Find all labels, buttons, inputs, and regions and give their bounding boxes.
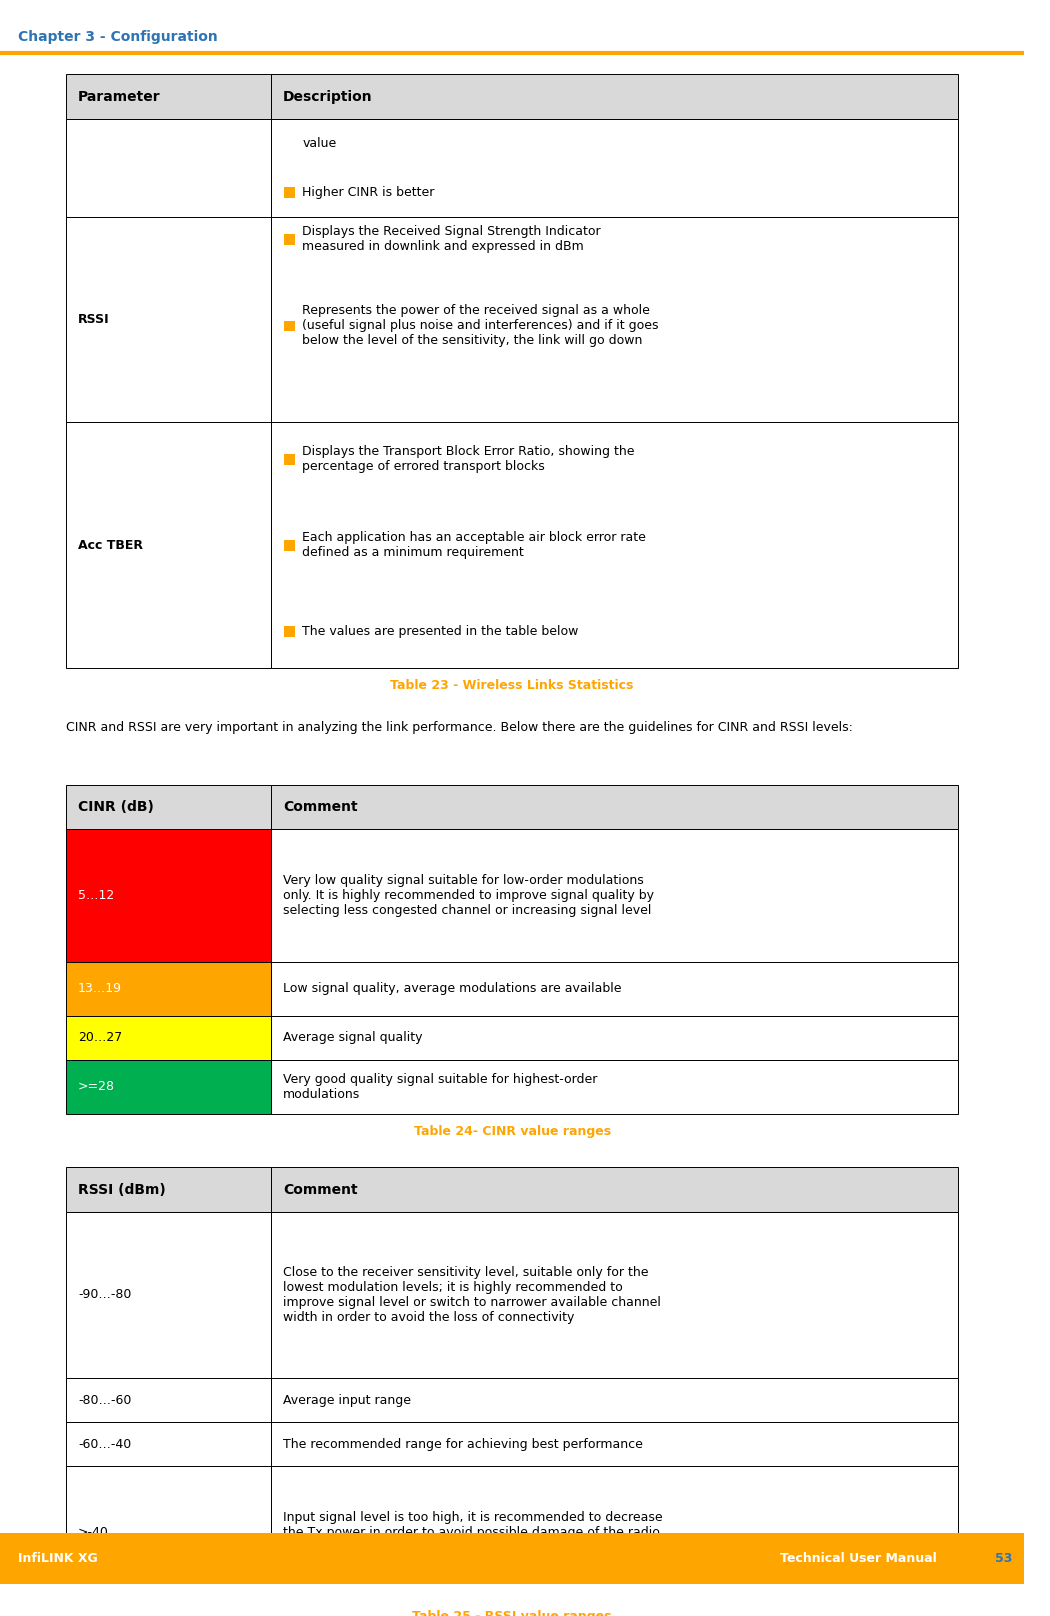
Text: RSSI (dBm): RSSI (dBm) [78,1183,166,1196]
Bar [66,74,271,118]
Text: Very low quality signal suitable for low-order modulations
only. It is highly re: Very low quality signal suitable for low… [282,874,654,916]
Bar [0,1534,1024,1584]
Bar [271,1060,958,1113]
Bar [66,1015,271,1060]
Text: Input signal level is too high, it is recommended to decrease
the Tx power in or: Input signal level is too high, it is re… [282,1511,663,1555]
Bar [66,1466,271,1598]
Bar [271,829,958,962]
Bar [66,785,271,829]
Bar [66,1422,271,1466]
Text: Table 24- CINR value ranges: Table 24- CINR value ranges [414,1125,611,1138]
Text: Average input range: Average input range [282,1393,411,1408]
Text: Parameter: Parameter [78,89,161,103]
Text: Table 23 - Wireless Links Statistics: Table 23 - Wireless Links Statistics [391,679,634,692]
Bar [66,422,271,667]
Text: 5…12: 5…12 [78,889,114,902]
Text: Average signal quality: Average signal quality [282,1031,422,1044]
Bar [66,118,271,217]
Bar [271,962,958,1015]
Text: -90…-80: -90…-80 [78,1288,131,1301]
Text: Represents the power of the received signal as a whole
(useful signal plus noise: Represents the power of the received sig… [302,304,659,347]
Bar [284,320,295,331]
Text: Comment: Comment [282,1183,357,1196]
Text: Table 25 - RSSI value ranges: Table 25 - RSSI value ranges [413,1610,612,1616]
Bar [66,217,271,422]
Text: Very good quality signal suitable for highest-order
modulations: Very good quality signal suitable for hi… [282,1073,597,1100]
Bar [271,785,958,829]
Bar [284,234,295,246]
Text: 20…27: 20…27 [78,1031,122,1044]
Text: InfiLINK XG: InfiLINK XG [18,1551,98,1566]
Bar [66,1212,271,1378]
Bar [66,1378,271,1422]
Bar [284,187,295,199]
Text: 13…19: 13…19 [78,983,122,995]
Bar [284,540,295,551]
Text: CINR (dB): CINR (dB) [78,800,154,814]
Text: The values are presented in the table below: The values are presented in the table be… [302,625,579,638]
Bar [271,1212,958,1378]
Bar [271,422,958,667]
Text: -80…-60: -80…-60 [78,1393,131,1408]
Text: CINR and RSSI are very important in analyzing the link performance. Below there : CINR and RSSI are very important in anal… [66,721,854,734]
Text: Comment: Comment [282,800,357,814]
Text: Low signal quality, average modulations are available: Low signal quality, average modulations … [282,983,622,995]
Text: -60…-40: -60…-40 [78,1438,131,1451]
Bar [66,962,271,1015]
Text: Chapter 3 - Configuration: Chapter 3 - Configuration [18,31,217,44]
Text: Acc TBER: Acc TBER [78,538,143,551]
Bar [271,217,958,422]
Text: >=28: >=28 [78,1079,116,1092]
Bar [66,1167,271,1212]
Bar [271,1422,958,1466]
Bar [271,1378,958,1422]
Text: Higher CINR is better: Higher CINR is better [302,186,435,199]
Bar [271,1466,958,1598]
Bar [284,627,295,637]
Text: The recommended range for achieving best performance: The recommended range for achieving best… [282,1438,643,1451]
Text: value: value [302,137,337,150]
Text: Technical User Manual: Technical User Manual [780,1551,937,1566]
Text: Displays the Transport Block Error Ratio, showing the
percentage of errored tran: Displays the Transport Block Error Ratio… [302,444,635,473]
Bar [66,829,271,962]
Text: RSSI: RSSI [78,314,109,326]
Bar [271,118,958,217]
Bar [271,1167,958,1212]
Text: Each application has an acceptable air block error rate
defined as a minimum req: Each application has an acceptable air b… [302,532,646,559]
Bar [66,1060,271,1113]
Text: Displays the Received Signal Strength Indicator
measured in downlink and express: Displays the Received Signal Strength In… [302,225,601,254]
Bar [271,74,958,118]
Bar [271,1015,958,1060]
Text: >-40: >-40 [78,1526,109,1538]
Text: 53: 53 [995,1551,1012,1566]
Text: Close to the receiver sensitivity level, suitable only for the
lowest modulation: Close to the receiver sensitivity level,… [282,1265,660,1324]
Text: Description: Description [282,89,373,103]
Bar [284,454,295,465]
